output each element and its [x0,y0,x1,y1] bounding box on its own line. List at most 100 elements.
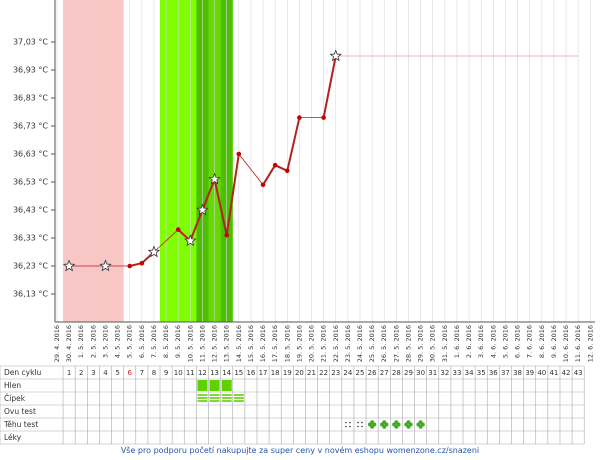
day-number: 21 [307,369,316,377]
row-label: Den cyklu [4,368,42,377]
day-number: 16 [246,369,255,377]
temperature-segment [201,178,216,211]
test-dots [349,425,351,428]
mucus-icon [197,380,208,391]
clover-icon [394,424,399,429]
test-dots [345,425,347,428]
day-number: 8 [152,369,156,377]
day-number: 33 [452,369,461,377]
day-number: 3 [91,369,95,377]
x-tick-label: 4. 6. 2016 [489,325,497,358]
test-dots [349,421,351,424]
day-number: 6 [127,369,132,377]
x-tick-label: 11. 6. 2016 [574,325,582,362]
x-tick-label: 7. 6. 2016 [526,325,534,358]
x-tick-label: 24. 5. 2016 [356,325,364,362]
x-tick-label: 19. 5. 2016 [295,325,303,362]
test-dots [361,425,363,428]
x-tick-label: 21. 5. 2016 [320,325,328,362]
day-number: 40 [537,369,546,377]
clover-icon [370,424,375,429]
day-number: 18 [271,369,280,377]
test-dots [357,425,359,428]
row-label: Léky [4,433,22,442]
x-tick-label: 8. 5. 2016 [162,325,170,358]
row-label: Těhu test [3,420,38,429]
row-label: Hlen [4,381,21,390]
x-tick-label: 18. 5. 2016 [283,325,291,362]
x-tick-label: 2. 6. 2016 [465,325,473,358]
temperature-segment [213,178,228,236]
day-number: 23 [331,369,340,377]
x-tick-label: 1. 5. 2016 [77,325,85,358]
x-tick-label: 14. 5. 2016 [235,325,243,362]
point [127,263,133,269]
x-tick-label: 3. 6. 2016 [477,325,485,358]
mucus-icon [209,380,220,391]
day-number: 26 [368,369,377,377]
y-tick-label: 36,33 °C [13,234,48,243]
y-tick-label: 36,43 °C [13,206,48,215]
point [321,115,326,120]
x-tick-label: 10. 5. 2016 [186,325,194,362]
x-tick-label: 16. 5. 2016 [259,325,267,362]
day-number: 24 [343,369,352,377]
day-number: 13 [210,369,219,377]
promo-link[interactable]: Vše pro podporu početí nakupujte za supe… [120,446,480,455]
star-point [196,203,209,216]
day-number: 41 [549,369,558,377]
point [139,260,145,266]
day-number: 20 [295,369,304,377]
day-number: 37 [501,369,510,377]
temperature-segment [286,117,301,172]
star-point [62,259,76,272]
row-label: Čípek [4,394,26,403]
x-tick-label: 30. 5. 2016 [429,325,437,362]
day-number: 27 [380,369,389,377]
day-number: 30 [416,369,425,377]
x-tick-label: 22. 5. 2016 [332,325,340,362]
x-tick-label: 5. 5. 2016 [126,325,134,358]
point [272,162,278,168]
x-tick-label: 30. 4. 2016 [65,325,73,362]
temperature-segment [189,209,204,242]
day-number: 11 [186,369,195,377]
test-dots [345,421,347,424]
x-tick-label: 26. 5. 2016 [380,325,388,362]
x-tick-label: 27. 5. 2016 [392,325,400,362]
clover-icon [406,424,411,429]
x-tick-label: 4. 5. 2016 [114,325,122,358]
day-number: 2 [79,369,83,377]
x-tick-label: 5. 6. 2016 [501,325,509,358]
point [236,151,242,157]
x-tick-label: 17. 5. 2016 [271,325,279,362]
x-tick-label: 29. 5. 2016 [417,325,425,362]
day-number: 7 [140,369,144,377]
day-number: 31 [428,369,437,377]
x-tick-label: 1. 6. 2016 [453,325,461,358]
day-number: 15 [234,369,243,377]
x-tick-label: 8. 6. 2016 [538,325,546,358]
day-number: 35 [477,369,486,377]
clover-icon [382,424,387,429]
y-tick-label: 36,63 °C [13,150,48,159]
day-number: 43 [574,369,583,377]
chart: 29. 4. 2016 30. 4. 2016 1. 5. 2016 2. 5. 20… [0,0,595,445]
y-tick-label: 36,13 °C [13,290,48,299]
temperature-segment [262,164,277,186]
day-number: 17 [259,369,268,377]
x-tick-label: 28. 5. 2016 [404,325,412,362]
day-number: 25 [356,369,365,377]
temperature-segment [322,55,337,118]
y-tick-label: 37,03 °C [13,38,48,47]
star-point [208,172,221,185]
day-number: 10 [174,369,183,377]
x-tick-label: 7. 5. 2016 [150,325,158,358]
x-tick-label: 6. 5. 2016 [138,325,146,358]
x-tick-label: 15. 5. 2016 [247,325,255,362]
point [297,115,302,120]
day-number: 28 [392,369,401,377]
mucus-icon [221,380,232,391]
day-number: 22 [319,369,328,377]
x-tick-label: 9. 5. 2016 [174,325,182,358]
